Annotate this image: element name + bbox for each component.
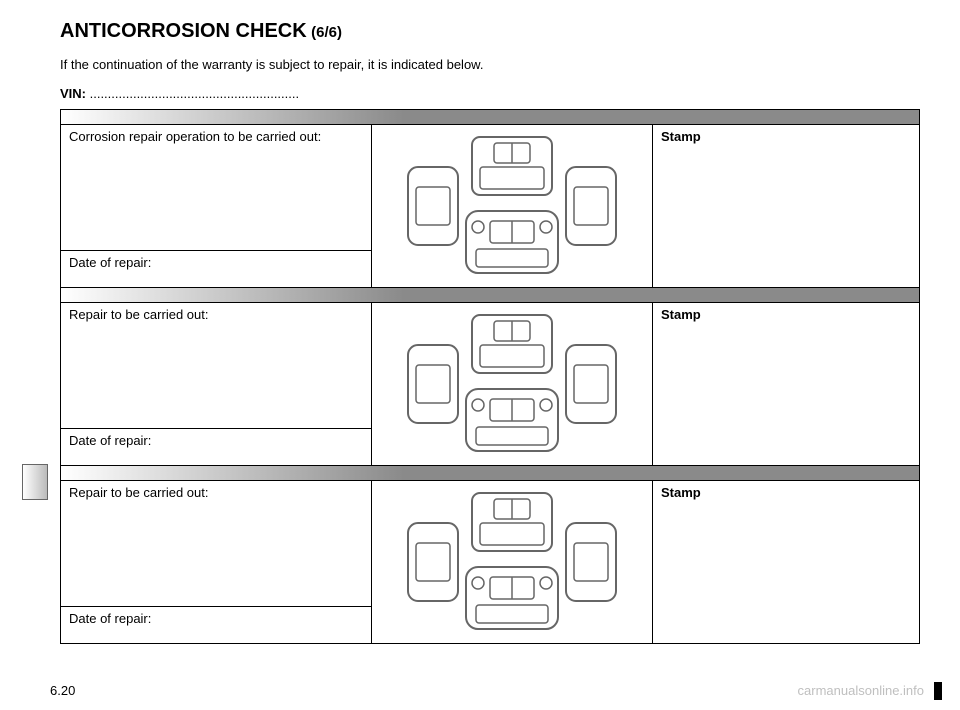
left-column: Repair to be carried out: Date of repair… [61, 303, 372, 465]
intro-text: If the continuation of the warranty is s… [60, 57, 920, 72]
form-container: Corrosion repair operation to be carried… [60, 109, 920, 644]
side-tab-icon [22, 464, 48, 500]
diagram-cell [372, 481, 653, 643]
separator-bar [61, 466, 919, 481]
vehicle-diagram-icon [402, 309, 622, 459]
separator-bar [61, 110, 919, 125]
vin-dots: ........................................… [86, 86, 299, 101]
title-main: ANTICORROSION CHECK [60, 20, 307, 42]
title-sub: (6/6) [311, 24, 342, 41]
vehicle-diagram-icon [402, 131, 622, 281]
left-column: Corrosion repair operation to be carried… [61, 125, 372, 287]
corner-mark-icon [934, 682, 942, 700]
diagram-cell [372, 303, 653, 465]
stamp-label: Stamp [653, 481, 919, 643]
operation-label: Corrosion repair operation to be carried… [61, 125, 371, 251]
stamp-label: Stamp [653, 303, 919, 465]
left-column: Repair to be carried out: Date of repair… [61, 481, 372, 643]
vin-label: VIN: [60, 86, 86, 101]
operation-label: Repair to be carried out: [61, 481, 371, 607]
repair-block: Corrosion repair operation to be carried… [61, 125, 919, 288]
date-label: Date of repair: [61, 607, 371, 643]
page-number: 6.20 [50, 683, 75, 698]
page-title: ANTICORROSION CHECK (6/6) [60, 20, 920, 43]
repair-block: Repair to be carried out: Date of repair… [61, 303, 919, 466]
date-label: Date of repair: [61, 251, 371, 287]
separator-bar [61, 288, 919, 303]
date-label: Date of repair: [61, 429, 371, 465]
operation-label: Repair to be carried out: [61, 303, 371, 429]
watermark-text: carmanualsonline.info [798, 683, 924, 698]
stamp-label: Stamp [653, 125, 919, 287]
vin-line: VIN: ...................................… [60, 86, 920, 101]
repair-block: Repair to be carried out: Date of repair… [61, 481, 919, 643]
diagram-cell [372, 125, 653, 287]
vehicle-diagram-icon [402, 487, 622, 637]
